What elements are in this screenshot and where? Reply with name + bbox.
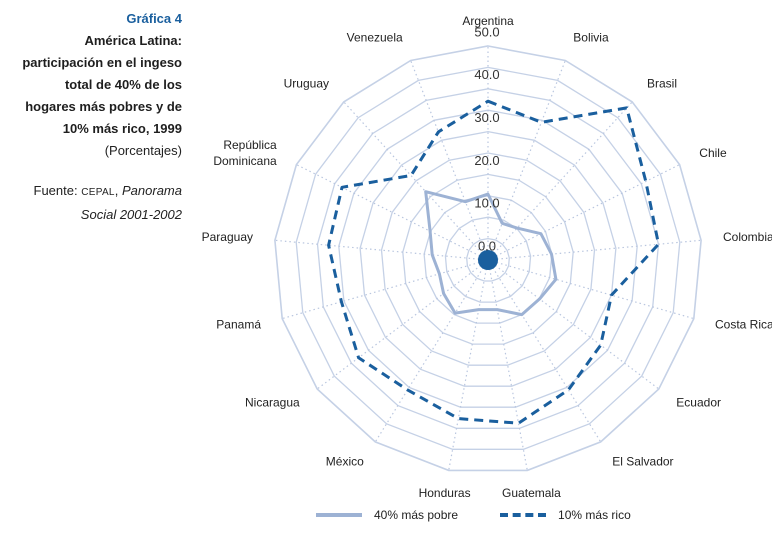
title-line: total de 40% de los [64,77,182,92]
category-label: Guatemala [502,486,561,500]
category-label: Venezuela [347,30,403,44]
legend-label-rich: 10% más rico [558,508,631,522]
category-label: Brasil [647,76,677,90]
grid-ring [274,45,702,472]
category-label: Uruguay [284,76,329,90]
title-line: participación en el ingeso [22,55,182,70]
chart-legend: 40% más pobre 10% más rico [316,508,673,522]
figure-source: Fuente: CEPAL, Panorama Social 2001-2002 [0,180,182,226]
category-label: Nicaragua [245,396,300,410]
category-label: Colombia [723,230,772,244]
category-label: México [326,455,364,469]
category-label: Panamá [216,317,261,331]
category-label-line: Dominicana [213,154,277,168]
legend-swatch-solid [316,513,362,517]
radial-tick-label: 20.0 [474,153,499,168]
figure-subtitle: (Porcentajes) [104,143,182,158]
grid-ring [423,195,553,324]
source-prefix: Fuente: [33,183,82,198]
grid-ring [316,88,660,429]
legend-swatch-dashed [500,513,547,517]
radial-tick-label: 0.0 [478,238,496,253]
legend-item-rich: 10% más rico [500,508,631,522]
radar-grid [274,45,702,472]
legend-item-poor: 40% más pobre [316,508,458,522]
title-line: 10% más rico, 1999 [62,121,182,136]
source-separator: , [114,183,123,198]
category-label: Ecuador [676,396,721,410]
grid-ring [466,237,510,282]
title-line: América Latina: [84,33,182,48]
radial-tick-label: 10.0 [474,196,499,211]
source-org: CEPAL [81,187,115,198]
category-label: República Dominicana [213,138,277,168]
radial-tick-label: 30.0 [474,110,499,125]
grid-ring [359,130,617,387]
category-label: Chile [699,146,727,160]
category-label: Honduras [419,486,471,500]
category-label: Bolivia [573,30,609,44]
radar-series [327,99,660,425]
radial-tick-label: 40.0 [474,67,499,82]
grid-ring [444,216,532,303]
grid-ring [338,109,638,408]
legend-label-poor: 40% más pobre [374,508,459,522]
chart-caption: Gráfica 4 América Latina: participación … [0,8,182,226]
source-publication-year: Social 2001-2002 [80,207,182,222]
category-label: Argentina [462,14,514,28]
figure-title: América Latina: participación en el inge… [0,30,182,140]
grid-ring [295,66,681,450]
source-publication: Panorama [122,183,182,198]
category-label: El Salvador [612,455,673,469]
center-marker [478,250,498,270]
category-label-line: República [223,138,277,152]
grid-ring [402,173,574,345]
category-label: Paraguay [202,230,253,244]
series-line-poor [424,190,558,317]
radial-tick-label: 50.0 [474,24,499,39]
figure-label: Gráfica 4 [126,11,182,26]
title-line: hogares más pobres y de [25,99,182,114]
grid-ring [380,152,596,366]
category-label: Costa Rica [715,317,772,331]
